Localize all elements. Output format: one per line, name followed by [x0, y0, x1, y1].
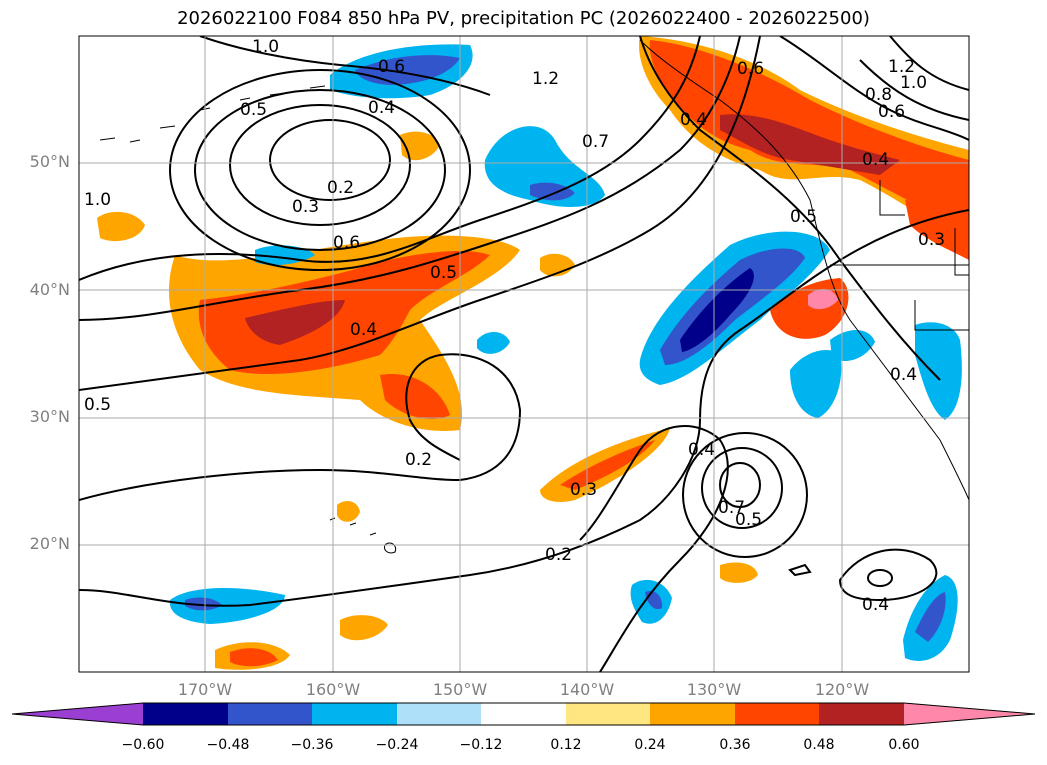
colorbar-extend-max — [904, 703, 1035, 725]
colorbar-tick-label: 0.48 — [803, 737, 835, 753]
grid-lines — [79, 36, 969, 672]
contour-label: 0.4 — [680, 110, 707, 130]
lon-label: 140°W — [559, 680, 615, 699]
lon-label: 150°W — [432, 680, 488, 699]
contour-label: 0.2 — [405, 450, 432, 470]
contour-label: 0.3 — [292, 197, 319, 217]
contour-label: 0.7 — [718, 498, 745, 518]
colorbar-bin — [228, 703, 312, 725]
precip-positive-shading — [97, 36, 969, 670]
contour-label: 0.6 — [333, 233, 360, 253]
contour-label: 0.5 — [430, 263, 457, 283]
contour-label: 0.4 — [862, 150, 889, 170]
colorbar-extend-min — [12, 703, 143, 725]
colorbar-bin — [397, 703, 481, 725]
colorbar-tick-label: −0.60 — [121, 737, 165, 753]
colorbar-tick-label: 0.60 — [888, 737, 920, 753]
colorbar-tick-label: 0.36 — [719, 737, 751, 753]
lat-label: 30°N — [29, 407, 70, 426]
lat-label: 50°N — [29, 152, 70, 171]
colorbar-bin — [650, 703, 735, 725]
lon-label: 120°W — [814, 680, 870, 699]
chart-title: 2026022100 F084 850 hPa PV, precipitatio… — [177, 8, 870, 29]
colorbar-bin — [143, 703, 228, 725]
contour-label: 0.2 — [327, 178, 354, 198]
contour-label: 0.8 — [865, 85, 892, 105]
contour-label: 0.3 — [570, 480, 597, 500]
precip-negative-shading — [169, 44, 962, 661]
colorbar-bin — [566, 703, 650, 725]
colorbar-tick-label: −0.48 — [206, 737, 250, 753]
contour-label: 1.2 — [888, 57, 915, 77]
contour-label: 1.0 — [84, 190, 111, 210]
contour-labels: 1.0 0.6 1.2 0.5 0.4 0.2 0.3 0.6 0.5 0.4 … — [84, 37, 945, 615]
colorbar-tick-label: 0.12 — [550, 737, 582, 753]
contour-label: 1.0 — [900, 73, 927, 93]
contour-label: 0.6 — [378, 57, 405, 77]
colorbar-bin — [735, 703, 819, 725]
contour-label: 0.5 — [84, 395, 111, 415]
lon-label: 170°W — [177, 680, 233, 699]
contour-label: 0.2 — [545, 545, 572, 565]
lon-label: 130°W — [686, 680, 742, 699]
contour-label: 0.4 — [688, 440, 715, 460]
lat-label: 40°N — [29, 280, 70, 299]
contour-label: 0.6 — [737, 59, 764, 79]
lon-label: 160°W — [305, 680, 361, 699]
contour-label: 0.3 — [918, 230, 945, 250]
pv-contours — [79, 36, 969, 672]
colorbar-tick-label: 0.24 — [634, 737, 666, 753]
contour-label: 0.4 — [350, 320, 377, 340]
contour-label: 0.5 — [790, 207, 817, 227]
contour-label: 0.7 — [582, 132, 609, 152]
contour-label: 0.4 — [890, 365, 917, 385]
lat-label: 20°N — [29, 534, 70, 553]
colorbar-bin — [312, 703, 397, 725]
colorbar-tick-label: −0.36 — [290, 737, 334, 753]
contour-label: 0.5 — [735, 510, 762, 530]
contour-label: 0.4 — [862, 595, 889, 615]
contour-label: 1.0 — [252, 37, 279, 57]
contour-label: 1.2 — [532, 69, 559, 89]
contour-label: 0.6 — [878, 102, 905, 122]
colorbar-tick-label: −0.24 — [375, 737, 419, 753]
colorbar-bin — [481, 703, 566, 725]
contour-label: 0.5 — [240, 100, 267, 120]
colorbar-tick-label: −0.12 — [459, 737, 503, 753]
colorbar — [11, 702, 1036, 726]
colorbar-bin — [819, 703, 904, 725]
contour-label: 0.4 — [368, 98, 395, 118]
